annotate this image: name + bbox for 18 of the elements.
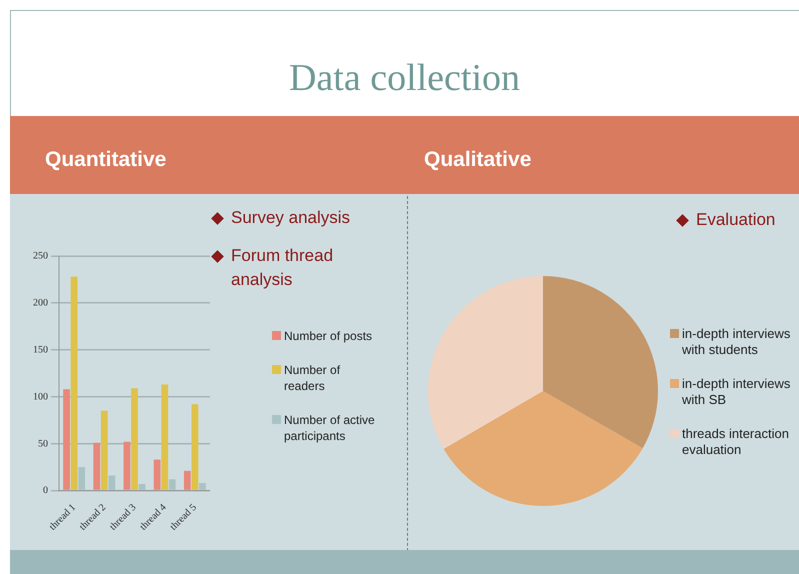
legend-label: Number of active participants	[284, 412, 376, 444]
text: Evaluation	[696, 209, 776, 231]
y-tick-label: 150	[33, 344, 48, 356]
legend-label: in-depth interviews with SB	[682, 376, 792, 408]
y-tick-label: 250	[33, 250, 48, 262]
y-tick-label: 0	[43, 485, 48, 496]
y-tick-label: 100	[33, 391, 48, 402]
legend-label: threads interaction evaluation	[682, 426, 790, 458]
legend-label: in-depth interviews with students	[682, 326, 792, 358]
y-tick-label: 200	[33, 298, 48, 309]
text: Forum thread analysis	[231, 245, 334, 291]
legend-label: Number of readers	[284, 362, 342, 394]
chart-title: Qualitative	[424, 148, 532, 172]
chart-title: Quantitative	[45, 148, 166, 172]
text: Data collection	[288, 56, 522, 100]
y-tick-label: 50	[38, 438, 48, 450]
legend-label: Number of posts	[284, 328, 374, 344]
text: Survey analysis	[231, 207, 352, 229]
